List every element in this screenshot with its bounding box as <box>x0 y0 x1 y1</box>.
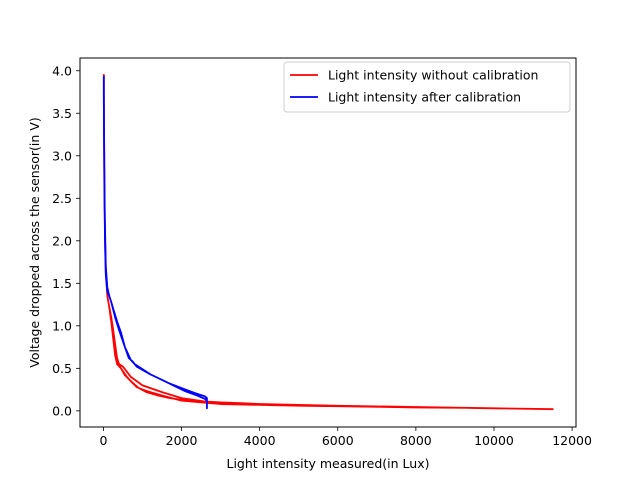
y-tick-label: 2.0 <box>52 233 72 248</box>
x-tick-label: 4000 <box>244 433 276 448</box>
y-tick-label: 1.5 <box>52 276 72 291</box>
y-tick-label: 0.0 <box>52 403 72 418</box>
y-tick-label: 1.0 <box>52 318 72 333</box>
series-line-2 <box>102 75 208 410</box>
legend-label-1: Light intensity without calibration <box>328 68 538 83</box>
x-axis-ticks: 0 2000 4000 6000 8000 10000 12000 <box>99 427 592 448</box>
x-tick-label: 2000 <box>166 433 198 448</box>
x-tick-label: 12000 <box>552 433 592 448</box>
legend-frame <box>283 61 571 113</box>
y-tick-label: 3.0 <box>52 148 72 163</box>
legend: Light intensity without calibration Light… <box>283 61 571 113</box>
plot-area: 0 2000 4000 6000 8000 10000 12000 0.0 0.5 1.0 1.5… <box>52 57 592 448</box>
y-axis-ticks: 0.0 0.5 1.0 1.5 2.0 2.5 3.0 3.5 4.0 <box>52 63 80 418</box>
x-tick-label: 8000 <box>400 433 432 448</box>
series-layer <box>102 74 554 411</box>
series-line-1 <box>102 74 554 411</box>
legend-label-2: Light intensity after calibration <box>328 90 521 105</box>
x-tick-label: 10000 <box>474 433 514 448</box>
y-tick-label: 4.0 <box>52 63 72 78</box>
y-axis-label: Voltage dropped across the sensor(in V) <box>27 117 42 367</box>
x-tick-label: 0 <box>99 433 107 448</box>
x-tick-label: 6000 <box>322 433 354 448</box>
y-tick-label: 3.5 <box>52 106 72 121</box>
y-tick-label: 2.5 <box>52 191 72 206</box>
axes-frame <box>79 57 577 428</box>
y-tick-label: 0.5 <box>52 361 72 376</box>
x-axis-label: Light intensity measured(in Lux) <box>227 456 430 471</box>
